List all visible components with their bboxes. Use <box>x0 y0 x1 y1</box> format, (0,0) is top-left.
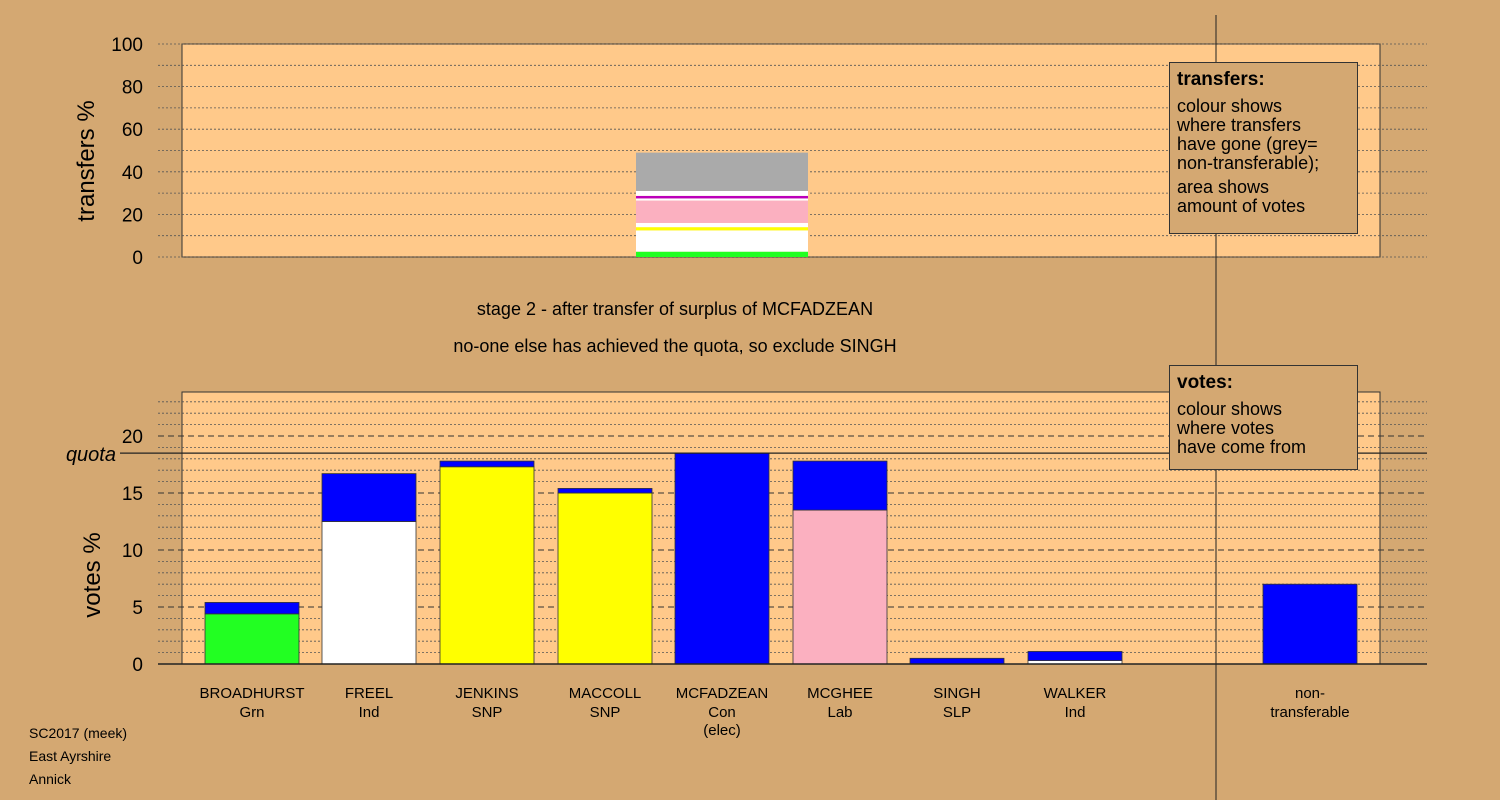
transfers-legend-title: transfers: <box>1177 69 1265 90</box>
candidate-party: Con <box>708 704 736 721</box>
candidate-name: FREEL <box>345 685 393 702</box>
candidate-name: MCFADZEAN <box>676 685 769 702</box>
candidate-name: BROADHURST <box>199 685 304 702</box>
vote-bar-transfer <box>1262 583 1358 665</box>
transfers-y-tick: 20 <box>122 205 143 226</box>
transfer-segment <box>636 251 808 257</box>
transfers-y-tick: 100 <box>111 35 143 56</box>
votes-legend-title: votes: <box>1177 372 1233 393</box>
votes-y-tick: 15 <box>122 484 143 505</box>
candidate-name: non- <box>1295 685 1325 702</box>
stage-line-1: stage 2 - after transfer of surplus of M… <box>476 299 874 319</box>
vote-bar-transfer <box>792 460 888 511</box>
candidate-name: MCGHEE <box>807 685 873 702</box>
vote-bar-base <box>557 492 653 665</box>
votes-y-label: votes % <box>79 532 106 617</box>
vote-bar-base <box>792 509 888 665</box>
transfer-segment <box>636 152 808 191</box>
vote-bar-transfer <box>557 488 653 494</box>
transfer-segment <box>636 198 808 201</box>
footer-line-3: Annick <box>29 771 72 787</box>
transfers-y-label: transfers % <box>73 100 100 221</box>
votes-y-tick: 0 <box>132 655 143 676</box>
vote-bar-transfer <box>439 460 535 468</box>
transfers-legend-line2: area shows amount of votes <box>1177 177 1306 216</box>
vote-bar-transfer <box>321 473 417 522</box>
footer-line-2: East Ayrshire <box>29 748 112 764</box>
votes-legend: votes: colour shows where votes have com… <box>1169 365 1358 470</box>
candidate-name: JENKINS <box>455 685 518 702</box>
transfer-segment <box>636 195 808 199</box>
footer-line-1: SC2017 (meek) <box>29 725 128 741</box>
votes-y-tick: 5 <box>132 598 143 619</box>
transfers-y-tick: 40 <box>122 163 143 184</box>
vote-bar-transfer <box>204 602 300 615</box>
candidate-party: SLP <box>943 704 971 721</box>
candidate-party: Ind <box>1065 704 1086 721</box>
vote-bar-transfer <box>674 452 770 665</box>
vote-bar-base <box>439 466 535 665</box>
vote-bar-base <box>321 521 417 665</box>
candidate-party: SNP <box>472 704 503 721</box>
candidate-party: SNP <box>590 704 621 721</box>
candidate-party: Lab <box>827 704 852 721</box>
transfers-legend-line1: colour shows where transfers have gone (… <box>1177 96 1320 173</box>
candidate-name: MACCOLL <box>569 685 642 702</box>
votes-legend-line1: colour shows where votes have come from <box>1177 399 1307 457</box>
candidate-party: Grn <box>239 704 264 721</box>
vote-bar-base <box>204 613 300 665</box>
votes-y-tick: 20 <box>122 427 143 448</box>
quota-label: quota <box>66 444 116 466</box>
candidate-name: WALKER <box>1044 685 1107 702</box>
transfers-y-tick: 60 <box>122 120 143 141</box>
candidate-party: Ind <box>359 704 380 721</box>
transfers-legend: transfers: colour shows where transfers … <box>1169 62 1358 234</box>
transfers-y-tick: 80 <box>122 78 143 99</box>
transfer-segment <box>636 190 808 196</box>
transfer-segment <box>636 227 808 231</box>
transfers-y-tick: 0 <box>132 248 143 269</box>
transfer-segment <box>636 200 808 223</box>
transfer-segment <box>636 222 808 228</box>
transfer-segment <box>636 230 808 252</box>
candidate-status: (elec) <box>703 722 741 739</box>
votes-y-tick: 10 <box>122 541 143 562</box>
candidate-name: SINGH <box>933 685 981 702</box>
vote-bar-transfer <box>909 657 1005 665</box>
stage-line-2: no-one else has achieved the quota, so e… <box>453 336 897 356</box>
candidate-party: transferable <box>1270 704 1349 721</box>
vote-bar-transfer <box>1027 651 1123 661</box>
